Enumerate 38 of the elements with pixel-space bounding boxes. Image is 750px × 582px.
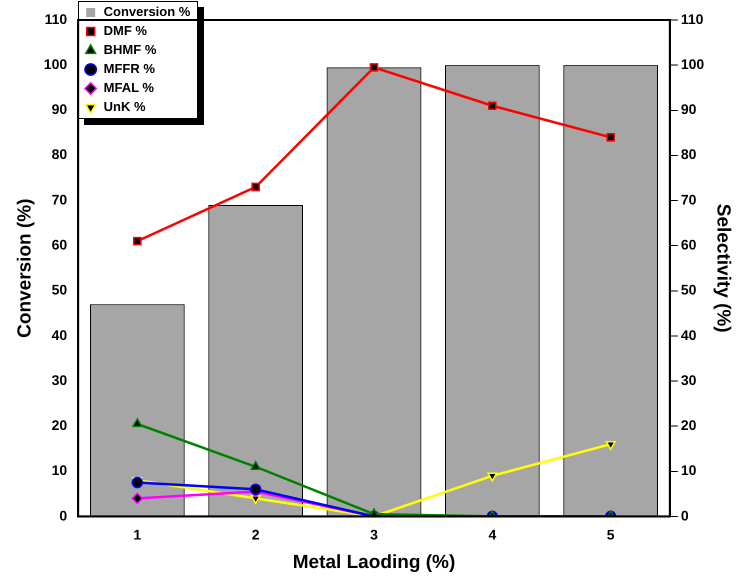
y-tick-label: 90 [52,101,68,118]
y2-tick-label: 60 [680,236,697,252]
legend-label: BHMF % [104,42,157,58]
y-tick-label: 10 [52,462,68,478]
legend-label: MFFR % [104,61,156,76]
y-tick-label: 50 [52,282,68,298]
legend-label: MFAL % [104,80,154,96]
y2-tick-label: 70 [680,191,697,208]
y-tick-label: 20 [52,417,68,434]
x-tick-label: 4 [488,526,496,543]
y-tick-label: 0 [59,507,68,524]
y2-axis-title: Selectivity (%) [712,204,734,333]
y-tick-label: 80 [52,146,68,162]
x-axis-title: Metal Laoding (%) [292,552,456,573]
y-tick-label: 100 [44,56,68,72]
y2-tick-label: 30 [680,372,697,388]
y-tick-label: 40 [52,326,68,343]
y2-tick-label: 20 [680,417,697,434]
x-tick-label: 3 [370,526,378,543]
y2-tick-label: 10 [680,462,697,478]
x-tick-label: 5 [606,526,615,543]
y2-tick-label: 110 [680,10,704,27]
y2-tick-label: 100 [680,56,704,72]
legend-label: Conversion % [104,4,191,20]
y-tick-label: 70 [52,191,68,208]
y2-tick-label: 90 [680,101,697,118]
y-axis-title: Conversion (%) [14,198,36,338]
x-tick-label: 1 [133,526,142,543]
y2-tick-label: 50 [680,282,697,298]
y-tick-label: 60 [52,236,68,252]
legend-label: UnK % [104,99,146,114]
y-tick-label: 110 [44,10,68,27]
y2-tick-label: 0 [680,507,689,524]
y2-tick-label: 40 [680,326,697,343]
y-tick-label: 30 [52,372,68,388]
y2-tick-label: 80 [680,146,697,162]
legend-label: DMF % [104,23,148,38]
x-tick-label: 2 [252,526,260,543]
